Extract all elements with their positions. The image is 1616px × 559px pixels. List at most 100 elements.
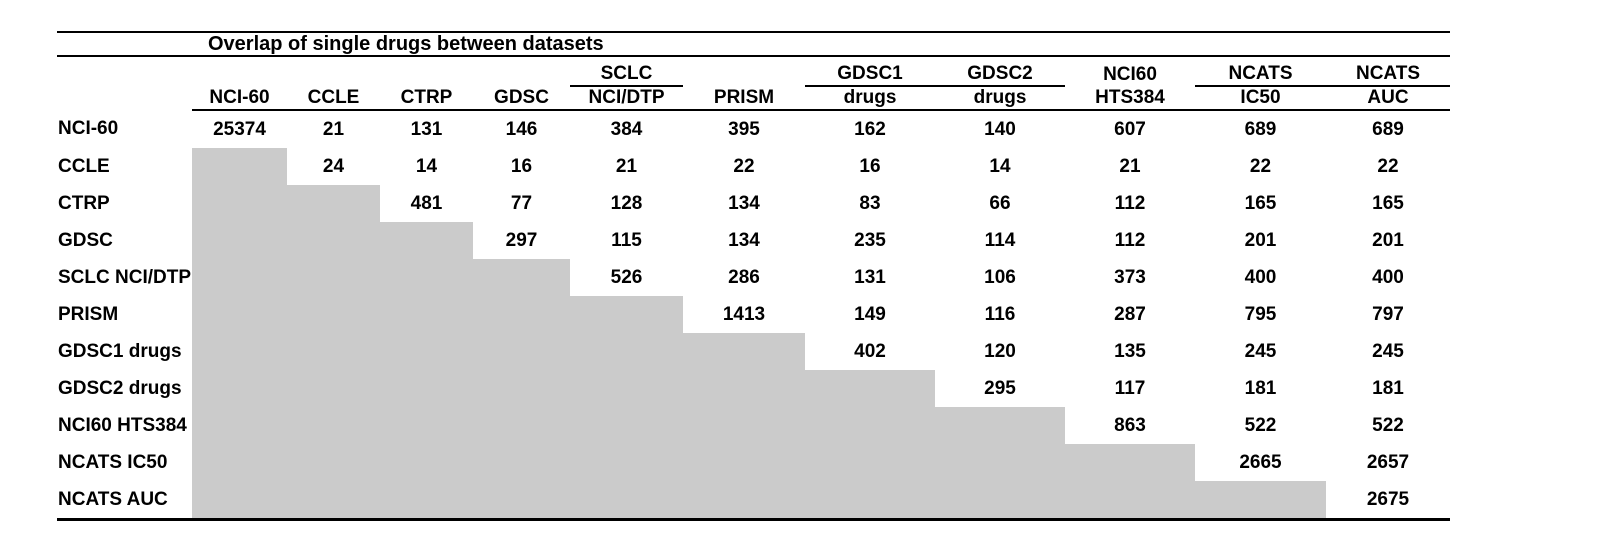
column-header-gdsc: GDSC [473, 86, 570, 111]
overlap-cell: 131 [854, 266, 886, 288]
shaded-cell [570, 407, 683, 444]
overlap-cell: 797 [1372, 303, 1404, 325]
shaded-cell [1065, 444, 1195, 481]
shaded-cell [935, 407, 1065, 444]
overlap-cell: 128 [610, 192, 643, 214]
column-header-gdsc1-drugs: drugs [805, 86, 935, 111]
shaded-cell [287, 222, 380, 259]
column-header-top-gdsc [473, 57, 570, 86]
overlap-cell: 235 [854, 229, 886, 251]
row-label: GDSC [58, 229, 113, 251]
shaded-cell [1195, 481, 1326, 521]
column-header-top-nci60-hts384: NCI60 [1103, 64, 1157, 85]
overlap-cell: 863 [1114, 414, 1146, 436]
shaded-cell [192, 481, 287, 521]
overlap-cell: 373 [1114, 266, 1146, 288]
shaded-cell [805, 407, 935, 444]
overlap-cell: 115 [611, 229, 642, 251]
overlap-cell: 24 [322, 155, 345, 177]
overlap-cell: 287 [1114, 303, 1146, 325]
shaded-cell [805, 370, 935, 407]
overlap-cell: 66 [989, 192, 1011, 214]
shaded-cell [473, 296, 570, 333]
shaded-cell [683, 481, 805, 521]
column-header-top-ccle [287, 57, 380, 86]
table-row: PRISM 1413 149 116 287 795 797 [57, 296, 1450, 333]
overlap-cell: 400 [1372, 266, 1404, 288]
overlap-cell: 114 [984, 229, 1016, 251]
overlap-cell: 149 [854, 303, 886, 325]
overlap-cell: 14 [415, 155, 438, 177]
column-header-prism: PRISM [683, 86, 805, 111]
shaded-cell [935, 481, 1065, 521]
column-header-top-nci-60 [192, 57, 287, 86]
header-spacer [57, 86, 192, 110]
overlap-cell: 201 [1372, 229, 1404, 251]
column-header-nci60-hts384: HTS384 [1065, 86, 1195, 111]
table-row: NCI60 HTS384 863 522 522 [57, 407, 1450, 444]
overlap-cell: 83 [859, 192, 881, 214]
overlap-cell: 116 [984, 303, 1016, 325]
table-row: NCATS IC50 2665 2657 [57, 444, 1450, 481]
overlap-cell: 162 [854, 118, 886, 140]
overlap-cell: 2657 [1366, 451, 1410, 473]
shaded-cell [380, 444, 473, 481]
shaded-cell [287, 444, 380, 481]
table-row: GDSC 297 115 134 235 114 112 201 201 [57, 222, 1450, 259]
shaded-cell [192, 407, 287, 444]
row-label: GDSC2 drugs [58, 377, 182, 399]
overlap-cell: 526 [610, 266, 643, 288]
column-header-ccle: CCLE [287, 86, 380, 111]
table-row: NCATS AUC 2675 [57, 481, 1450, 521]
shaded-cell [805, 481, 935, 521]
shaded-cell [570, 370, 683, 407]
overlap-cell: 112 [1114, 192, 1146, 214]
overlap-cell: 134 [728, 192, 760, 214]
shaded-cell [570, 333, 683, 370]
shaded-cell [473, 444, 570, 481]
column-header-top-ctrp [380, 57, 473, 86]
shaded-cell [473, 407, 570, 444]
shaded-cell [192, 222, 287, 259]
overlap-cell: 22 [1377, 155, 1399, 177]
overlap-cell: 21 [615, 155, 638, 177]
shaded-cell [287, 407, 380, 444]
overlap-cell: 16 [859, 155, 881, 177]
overlap-cell: 297 [505, 229, 538, 251]
shaded-cell [380, 259, 473, 296]
overlap-cell: 522 [1244, 414, 1277, 436]
column-header-ncats-auc: AUC [1326, 86, 1450, 111]
shaded-cell [380, 333, 473, 370]
overlap-cell: 106 [984, 266, 1016, 288]
table-title: Overlap of single drugs between datasets [208, 32, 604, 55]
row-label: CTRP [58, 192, 110, 214]
overlap-table-figure: Overlap of single drugs between datasets… [57, 31, 1450, 521]
shaded-cell [570, 481, 683, 521]
overlap-cell: 165 [1244, 192, 1277, 214]
overlap-cell: 689 [1372, 118, 1404, 140]
overlap-cell: 607 [1114, 118, 1146, 140]
overlap-cell: 120 [984, 340, 1016, 362]
shaded-cell [192, 444, 287, 481]
overlap-cell: 795 [1244, 303, 1277, 325]
overlap-cell: 384 [610, 118, 643, 140]
shaded-cell [570, 444, 683, 481]
overlap-cell: 16 [510, 155, 533, 177]
shaded-cell [380, 296, 473, 333]
overlap-cell: 135 [1114, 340, 1146, 362]
overlap-cell: 395 [728, 118, 760, 140]
shaded-cell [192, 185, 287, 222]
overlap-cell: 181 [1244, 377, 1277, 399]
shaded-cell [287, 259, 380, 296]
header-spacer [57, 57, 192, 86]
column-header-top-ncats-auc: NCATS [1326, 57, 1450, 87]
shaded-cell [192, 259, 287, 296]
row-label: SCLC NCI/DTP [58, 266, 191, 288]
overlap-cell: 295 [984, 377, 1016, 399]
overlap-cell: 402 [854, 340, 886, 362]
overlap-cell: 117 [1114, 377, 1146, 399]
overlap-cell: 21 [1119, 155, 1141, 177]
column-header-ctrp: CTRP [380, 86, 473, 111]
shaded-cell [380, 481, 473, 521]
